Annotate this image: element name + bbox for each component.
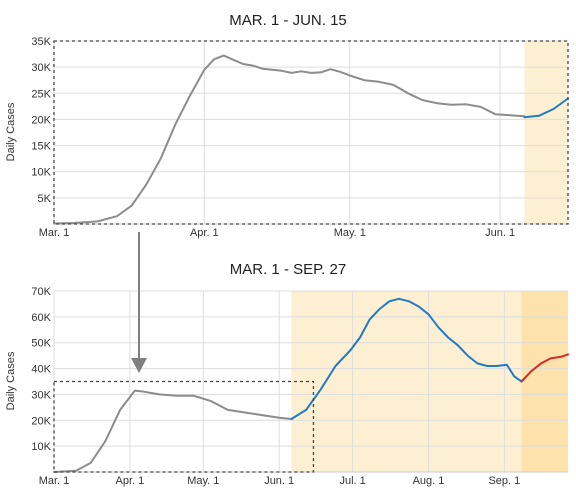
- x-tick-label: Aug. 1: [413, 475, 445, 487]
- x-tick-label: Mar. 1: [39, 227, 70, 239]
- x-tick-label: Jul. 1: [339, 475, 365, 487]
- y-tick-label: 10K: [31, 167, 51, 179]
- y-tick-label: 25K: [31, 88, 51, 100]
- series-line: [523, 97, 569, 119]
- y-tick-label: 30K: [31, 62, 51, 74]
- y-tick-label: 15K: [31, 141, 51, 153]
- chart-title-bottom: MAR. 1 - SEP. 27: [230, 261, 346, 278]
- y-tick-label: 50K: [31, 338, 51, 350]
- y-tick-label: 5K: [38, 193, 52, 205]
- y-tick-label: 20K: [31, 415, 51, 427]
- x-tick-label: May. 1: [187, 475, 219, 487]
- zoom-arrow: [131, 232, 147, 373]
- y-tick-label: 20K: [31, 114, 51, 126]
- highlight-band: [521, 291, 568, 472]
- y-tick-label: 40K: [31, 364, 51, 376]
- chart-title-top: MAR. 1 - JUN. 15: [229, 12, 347, 29]
- series-line: [290, 297, 523, 420]
- highlight-band: [524, 41, 568, 224]
- x-tick-label: May. 1: [334, 227, 366, 239]
- chart-panel-top: MAR. 1 - JUN. 15 Daily Cases 5K 10K 15K 20K…: [5, 12, 569, 239]
- series-line: [520, 353, 569, 383]
- series-line: [53, 54, 526, 225]
- y-tick-label: 30K: [31, 389, 51, 401]
- x-tick-label: Jun. 1: [485, 227, 515, 239]
- series-line: [53, 389, 293, 473]
- y-tick-label: 60K: [31, 312, 51, 324]
- chart-panel-bottom: MAR. 1 - SEP. 27 Daily Cases 10K 20K 30K 40…: [5, 261, 569, 487]
- y-tick-label: 70K: [31, 286, 51, 298]
- x-tick-label: Sep. 1: [488, 475, 520, 487]
- x-tick-label: Mar. 1: [39, 475, 70, 487]
- y-axis-label-bottom: Daily Cases: [5, 351, 17, 410]
- x-tick-label: Jun. 1: [264, 475, 294, 487]
- inset-box: [53, 380, 315, 473]
- highlight-band: [291, 291, 522, 472]
- y-axis-label-top: Daily Cases: [5, 102, 17, 161]
- y-tick-label: 35K: [31, 36, 51, 48]
- zoom-frame: [53, 40, 569, 225]
- y-tick-label: 10K: [31, 441, 51, 453]
- x-tick-label: Apr. 1: [116, 475, 145, 487]
- x-tick-label: Apr. 1: [190, 227, 219, 239]
